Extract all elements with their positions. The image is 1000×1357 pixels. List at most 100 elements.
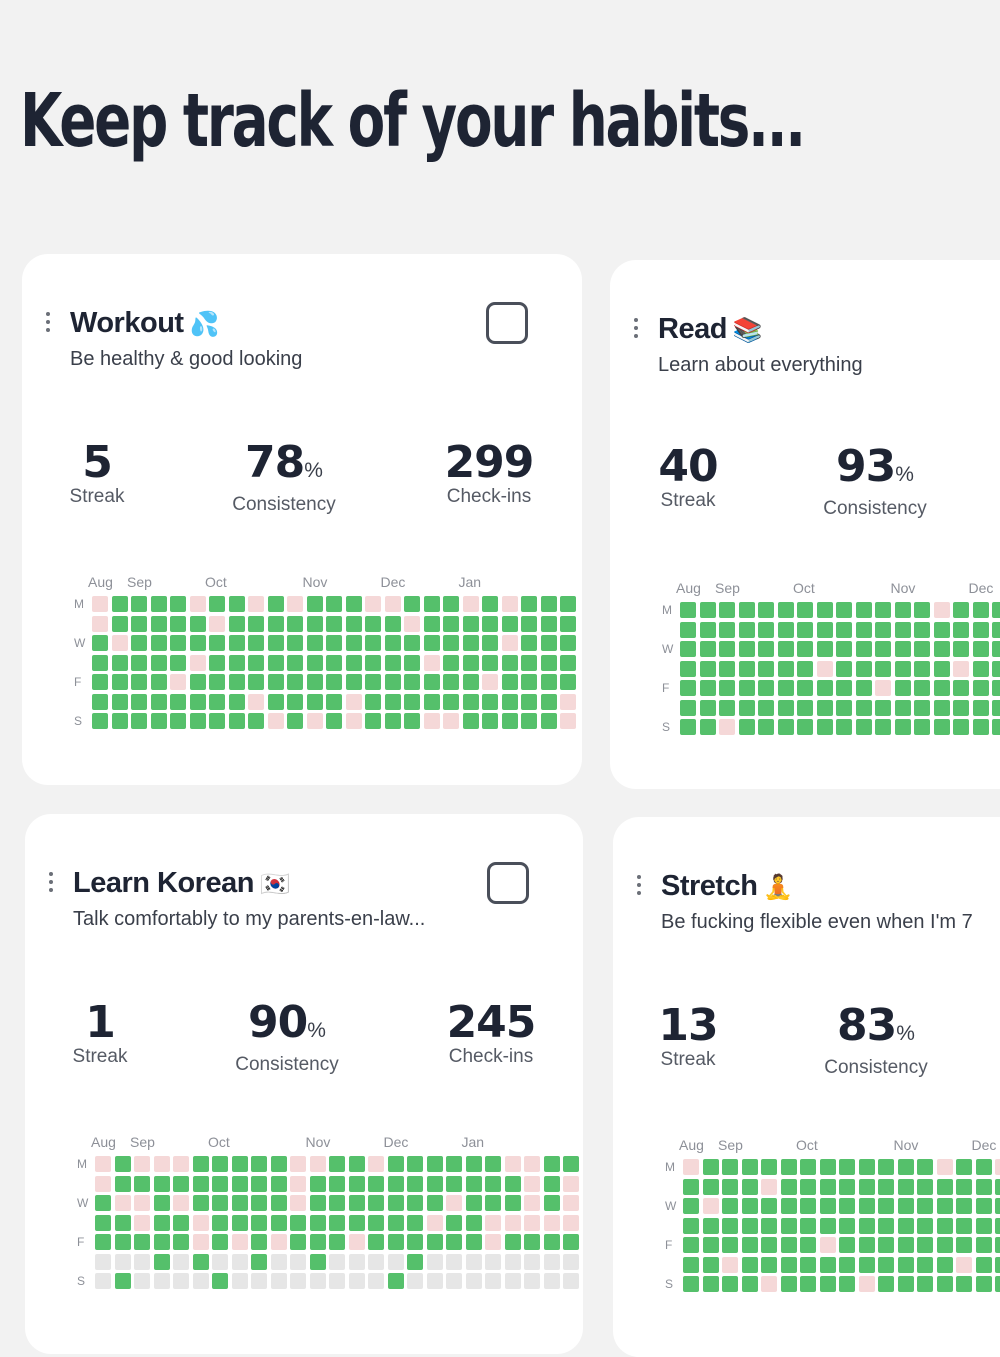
heatmap-cell [92, 635, 108, 651]
heatmap-cell [387, 1253, 404, 1270]
heatmap-cell [680, 699, 696, 716]
habit-card-learn-korean[interactable]: Learn Korean 🇰🇷 Talk comfortably to my pa… [25, 814, 583, 1354]
heatmap-cell [209, 674, 225, 690]
heatmap-cell [153, 1273, 170, 1289]
heatmap-cell [953, 641, 969, 657]
heatmap-cell [173, 1156, 189, 1172]
heatmap-cell [741, 1237, 758, 1253]
heatmap-cell [404, 654, 420, 671]
heatmap-cell [407, 1234, 423, 1250]
heatmap-cell [761, 1217, 777, 1234]
heatmap-cell [368, 1273, 384, 1289]
heatmap-cell [114, 1234, 131, 1250]
heatmap-cell [446, 1175, 462, 1192]
heatmap-cell [761, 1159, 777, 1175]
heatmap-cell [114, 1195, 131, 1211]
heatmap-cell [153, 1156, 170, 1172]
heatmap-cell [212, 1156, 228, 1172]
heatmap-cell [560, 635, 576, 651]
heatmap-cell [423, 674, 440, 690]
heatmap-cell [348, 1273, 365, 1289]
streak-stat: 40 Streak [658, 441, 718, 512]
heatmap-cell [975, 1217, 992, 1234]
heatmap-cell [365, 713, 381, 729]
more-options-icon[interactable] [49, 872, 55, 896]
heatmap-cell [404, 615, 420, 632]
month-label: Sep [715, 580, 740, 596]
habit-emoji-icon: 🇰🇷 [259, 871, 290, 898]
heatmap-cell [267, 596, 284, 612]
heatmap-cell [858, 1198, 875, 1214]
heatmap-cell [816, 621, 833, 638]
heatmap-cell [231, 1175, 248, 1192]
heatmap-cell [192, 1175, 209, 1192]
habit-card-stretch[interactable]: Stretch 🧘 Be fucking flexible even when I… [613, 817, 1000, 1357]
heatmap-cell [387, 1214, 404, 1231]
heatmap-cell [875, 621, 891, 638]
heatmap-cell [897, 1256, 914, 1273]
heatmap-cell [267, 635, 284, 651]
heatmap-cell [270, 1214, 287, 1231]
heatmap-cell [387, 1273, 404, 1289]
heatmap-cell [443, 674, 459, 690]
heatmap-cell [407, 1195, 423, 1211]
heatmap-cell [878, 1178, 894, 1195]
more-options-icon[interactable] [634, 318, 640, 342]
heatmap-cell [894, 621, 911, 638]
activity-heatmap: Aug Sep Oct Nov Dec M W F S [665, 1137, 1000, 1297]
heatmap-cell [95, 1253, 111, 1270]
heatmap-cell [956, 1217, 972, 1234]
weekday-label: S [665, 1277, 674, 1291]
heatmap-cell [309, 1214, 326, 1231]
heatmap-cell [914, 719, 930, 735]
more-options-icon[interactable] [46, 312, 52, 336]
heatmap-cell [114, 1253, 131, 1270]
month-label: Nov [305, 1134, 331, 1150]
heatmap-cell [956, 1198, 972, 1214]
heatmap-cell [780, 1237, 797, 1253]
heatmap-cell [816, 602, 833, 618]
heatmap-cell [816, 680, 833, 696]
heatmap-cell [972, 719, 989, 735]
heatmap-cell [894, 602, 911, 618]
heatmap-cell [524, 1214, 540, 1231]
heatmap-cell [683, 1276, 699, 1292]
heatmap-cell [563, 1175, 579, 1192]
heatmap-cell [858, 1276, 875, 1292]
heatmap-cell [248, 654, 264, 671]
heatmap-cell [975, 1178, 992, 1195]
heatmap-cell [426, 1234, 443, 1250]
heatmap-cell [521, 615, 537, 632]
heatmap-cell [192, 1195, 209, 1211]
heatmap-cell [212, 1175, 228, 1192]
heatmap-cell [329, 1156, 345, 1172]
heatmap-cell [897, 1217, 914, 1234]
heatmap-cell [443, 654, 459, 671]
heatmap-cell [192, 1214, 209, 1231]
heatmap-cell [170, 674, 186, 690]
month-label: Aug [676, 580, 701, 596]
heatmap-cell [563, 1273, 579, 1289]
heatmap-cell [426, 1253, 443, 1270]
heatmap-cell [170, 615, 186, 632]
heatmap-cell [699, 621, 716, 638]
check-in-checkbox[interactable] [486, 302, 528, 344]
habit-card-read[interactable]: Read 📚 Learn about everything 40 Streak 93… [610, 260, 1000, 789]
heatmap-cell [384, 693, 401, 710]
habit-card-workout[interactable]: Workout 💦 Be healthy & good looking 5 Stre… [22, 254, 582, 785]
heatmap-cell [95, 1175, 111, 1192]
heatmap-cell [189, 635, 206, 651]
heatmap-cell [482, 635, 498, 651]
heatmap-cell [894, 641, 911, 657]
month-label: Aug [679, 1137, 704, 1153]
heatmap-cell [521, 635, 537, 651]
heatmap-cell [680, 660, 696, 677]
heatmap-cell [761, 1276, 777, 1292]
heatmap-cell [95, 1214, 111, 1231]
heatmap-cell [953, 602, 969, 618]
heatmap-cell [404, 596, 420, 612]
more-options-icon[interactable] [637, 875, 643, 899]
heatmap-cell [384, 674, 401, 690]
check-in-checkbox[interactable] [487, 862, 529, 904]
heatmap-cell [836, 699, 852, 716]
